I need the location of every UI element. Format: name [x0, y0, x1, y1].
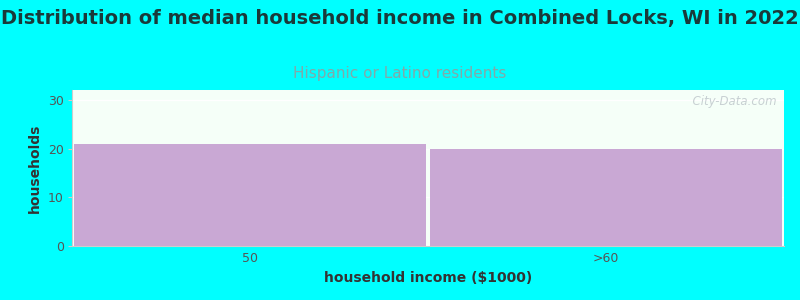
Bar [430, 148, 782, 246]
Text: Distribution of median household income in Combined Locks, WI in 2022: Distribution of median household income … [1, 9, 799, 28]
Y-axis label: households: households [28, 123, 42, 213]
Bar [74, 144, 426, 246]
X-axis label: household income ($1000): household income ($1000) [324, 272, 532, 286]
Text: Hispanic or Latino residents: Hispanic or Latino residents [294, 66, 506, 81]
Text: City-Data.com: City-Data.com [686, 95, 777, 108]
